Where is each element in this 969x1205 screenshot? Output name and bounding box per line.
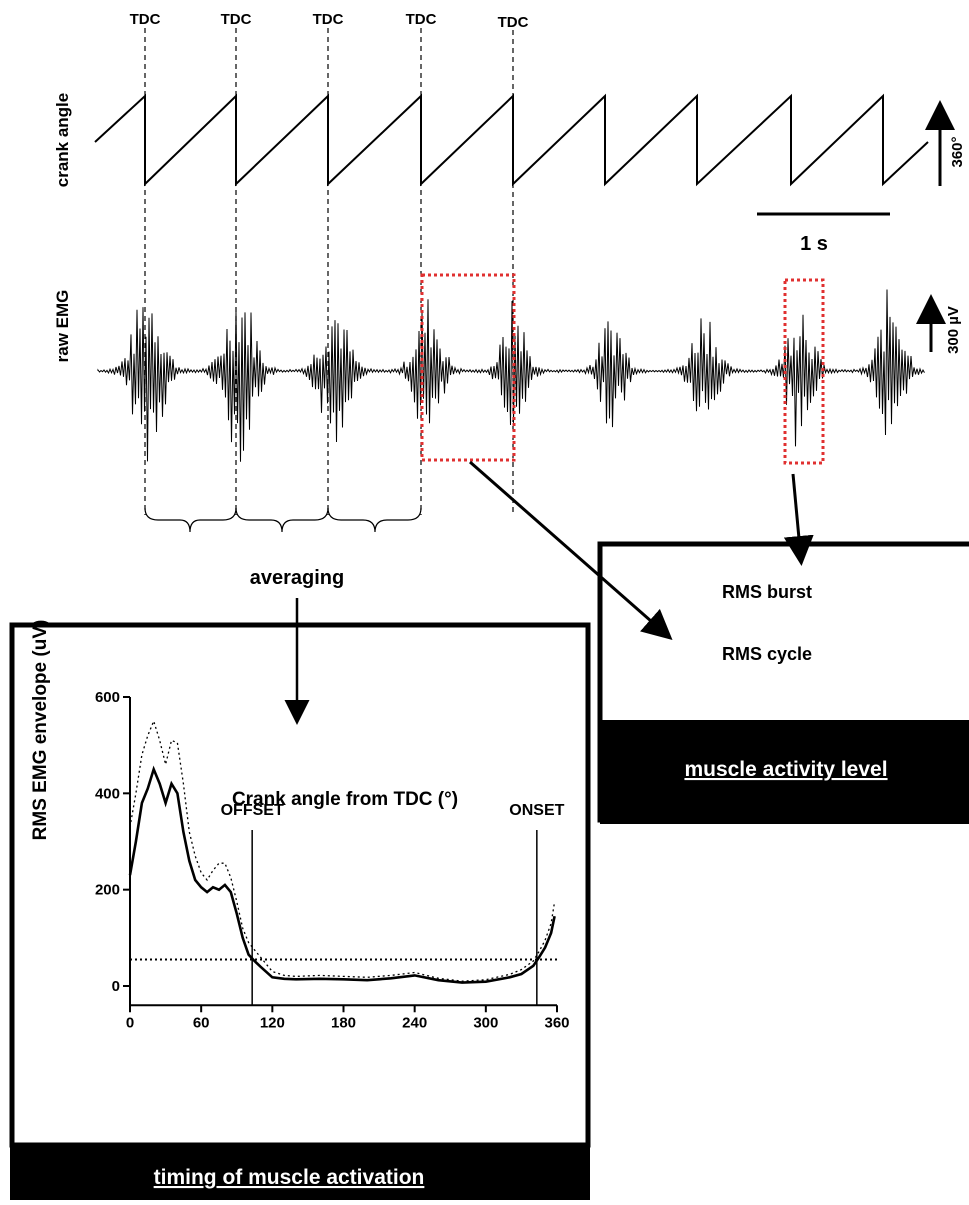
- rms-envelope-chart: 0 60 120 180 240 300 360 0 200 400 600 OFFSET ONSET…: [30, 620, 570, 1032]
- tdc-label-5: TDC: [498, 14, 529, 31]
- chart-series: [128, 719, 556, 984]
- time-scale-label: 1 s: [800, 233, 828, 255]
- raw-emg-trace: [97, 289, 925, 462]
- tdc-label-1: TDC: [130, 11, 161, 28]
- chart-offset-label: OFFSET: [221, 802, 284, 819]
- chart-onset-label: ONSET: [509, 802, 564, 819]
- chart-y-tick-label: 600: [95, 689, 120, 706]
- cycle-to-activity-arrow: [469, 460, 673, 640]
- crank-scale-label: 360°: [949, 136, 966, 167]
- chart-x-tick-label: 240: [402, 1014, 427, 1031]
- chart-series-solid: [128, 765, 556, 984]
- cycle-braces: [144, 507, 422, 533]
- chart-markers: OFFSET ONSET: [130, 802, 565, 1006]
- chart-x-tick-label: 120: [260, 1014, 285, 1031]
- chart-x-tick-label: 0: [126, 1014, 134, 1031]
- chart-y-tick-label: 0: [112, 978, 120, 995]
- chart-y-axis-label: RMS EMG envelope (uV): [30, 620, 51, 841]
- crank-angle-sawtooth: [94, 93, 929, 187]
- tdc-label-4: TDC: [406, 11, 437, 28]
- chart-x-axis-label: Crank angle from TDC (°): [232, 789, 458, 810]
- activity-footer-label: muscle activity level: [684, 758, 887, 781]
- chart-x-tick-label: 360: [544, 1014, 569, 1031]
- burst-selection-box: [783, 278, 825, 465]
- chart-ticks: 0 60 120 180 240 300 360 0 200 400 600: [95, 689, 570, 1031]
- emg-scale-label: 300 µV: [945, 306, 962, 354]
- burst-to-activity-arrow: [783, 473, 814, 566]
- averaging-label: averaging: [250, 567, 344, 589]
- activity-footer-bar: [600, 720, 969, 824]
- chart-y-tick-label: 200: [95, 882, 120, 899]
- tdc-label-2: TDC: [221, 11, 252, 28]
- raw-emg-label: raw EMG: [53, 290, 72, 363]
- chart-x-tick-label: 300: [473, 1014, 498, 1031]
- timing-footer-bar: [10, 1145, 590, 1205]
- timing-footer-label: timing of muscle activation: [154, 1166, 425, 1189]
- brace-1: [144, 507, 237, 533]
- crank-angle-label: crank angle: [53, 93, 72, 188]
- rms-cycle-label: RMS cycle: [722, 644, 812, 664]
- chart-x-tick-label: 60: [193, 1014, 210, 1031]
- tdc-label-3: TDC: [313, 11, 344, 28]
- chart-y-tick-label: 400: [95, 785, 120, 802]
- chart-x-tick-label: 180: [331, 1014, 356, 1031]
- brace-3: [327, 507, 422, 533]
- brace-2: [235, 507, 329, 533]
- chart-series-dotted: [129, 719, 556, 982]
- rms-burst-label: RMS burst: [722, 582, 812, 602]
